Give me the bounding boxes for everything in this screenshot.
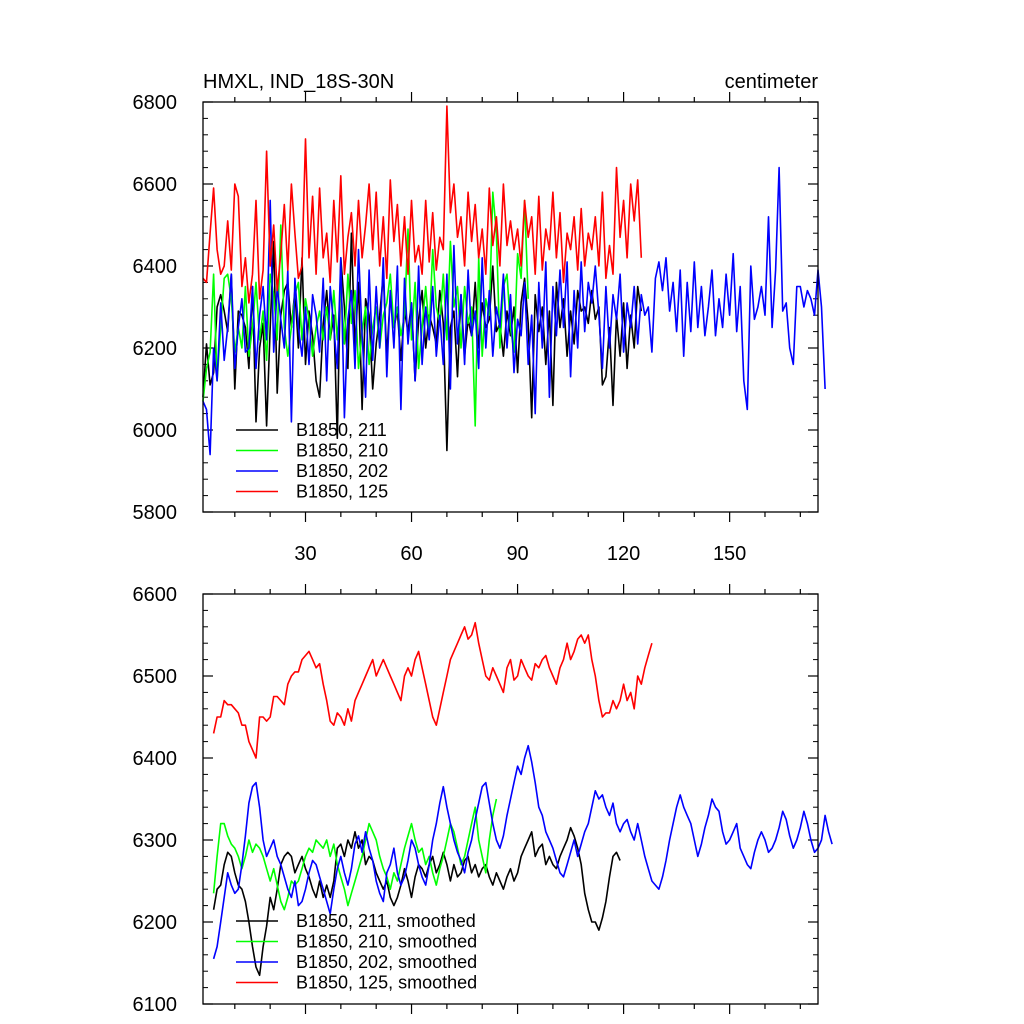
y-tick-label: 6600 <box>133 174 178 196</box>
units-label: centimeter <box>725 71 819 93</box>
top-chart: HMXL, IND_18S-30N centimeter 5800 6000 620… <box>133 71 826 565</box>
y-tick-label: 6400 <box>133 748 178 770</box>
legend-label: B1850, 202, smoothed <box>296 952 477 972</box>
y-tick-label: 6100 <box>133 994 178 1016</box>
series-line <box>202 166 826 456</box>
legend-label: B1850, 211 <box>296 420 387 440</box>
y-tick-label: 6400 <box>133 256 178 278</box>
series-line <box>212 798 498 911</box>
y-tick-label: 6200 <box>133 338 178 360</box>
y-tick-label: 6000 <box>133 420 178 442</box>
chart-title: HMXL, IND_18S-30N <box>203 71 394 93</box>
x-tick-label: 150 <box>713 543 746 565</box>
legend-label: B1850, 125 <box>296 482 388 502</box>
legend-label: B1850, 211, smoothed <box>296 911 476 931</box>
y-tick-label: 6600 <box>133 584 178 606</box>
series-line <box>212 621 653 759</box>
y-tick-label: 5800 <box>133 502 178 524</box>
plot-frame <box>202 101 819 513</box>
series-line <box>212 744 833 960</box>
series-line <box>202 232 643 452</box>
legend-label: B1850, 210 <box>296 441 388 461</box>
x-tick-label: 60 <box>400 543 422 565</box>
y-tick-label: 6200 <box>133 912 178 934</box>
x-tick-label: 120 <box>607 543 640 565</box>
series-line <box>202 105 643 304</box>
y-tick-label: 6800 <box>133 92 178 114</box>
series-line <box>202 191 529 427</box>
y-tick-label: 6300 <box>133 830 178 852</box>
x-tick-label: 30 <box>294 543 316 565</box>
y-tick-label: 6500 <box>133 666 178 688</box>
x-tick-label: 90 <box>506 543 528 565</box>
bottom-chart: 6100 6200 6300 6400 6500 6600 B1850, 211, smo… <box>133 584 833 1016</box>
plot-frame <box>202 593 819 1005</box>
legend-label: B1850, 125, smoothed <box>296 973 477 993</box>
legend-label: B1850, 210, smoothed <box>296 932 477 952</box>
series-line <box>212 826 621 977</box>
legend-label: B1850, 202 <box>296 461 388 481</box>
